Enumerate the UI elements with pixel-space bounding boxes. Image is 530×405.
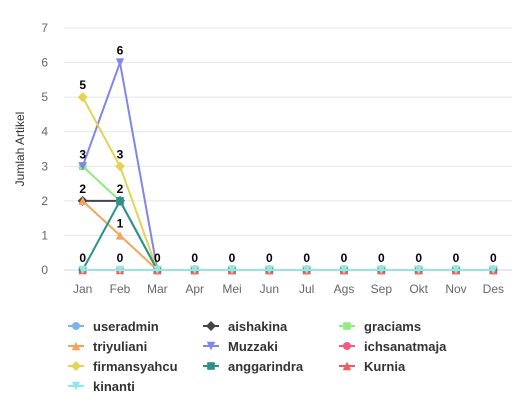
data-point: [77, 92, 88, 103]
y-tick-label: 5: [41, 90, 48, 104]
legend-item[interactable]: Muzzaki: [203, 339, 278, 354]
data-point: [489, 265, 498, 275]
legend-marker: [206, 321, 216, 331]
data-label: 0: [303, 251, 310, 265]
data-point: [339, 265, 349, 275]
legend-item[interactable]: anggarindra: [203, 359, 304, 374]
data-label: 6: [117, 44, 124, 58]
x-tick-label: Sep: [371, 282, 393, 296]
grid-layer: [64, 27, 512, 271]
legend-item[interactable]: kinanti: [68, 379, 135, 394]
legend-label: useradmin: [93, 319, 159, 334]
data-label: 0: [154, 251, 161, 265]
legend-label: Kurnia: [364, 359, 406, 374]
x-tick-label: Ags: [334, 282, 355, 296]
legend-label: kinanti: [93, 379, 135, 394]
legend-label: graciams: [364, 319, 421, 334]
data-point: [414, 265, 423, 275]
data-label: 0: [79, 251, 86, 265]
data-label: 0: [341, 251, 348, 265]
legend-marker: [343, 322, 351, 330]
legend-label: firmansyahcu: [93, 359, 178, 374]
data-label: 1: [117, 216, 124, 230]
x-tick-label: Okt: [409, 282, 428, 296]
y-tick-label: 3: [41, 159, 48, 173]
data-label-layer: 5 3 2 0 6 3 2 1 0 0 0 0 0 0 0 0 0 0 0: [79, 44, 497, 265]
data-point: [115, 161, 125, 172]
data-point: [78, 265, 87, 275]
data-point: [78, 162, 87, 171]
legend-item[interactable]: ichsanatmaja: [339, 339, 447, 354]
legend-marker: [206, 341, 216, 351]
legend-marker: [207, 362, 215, 370]
x-tick-label: Apr: [185, 282, 204, 296]
data-label: 0: [415, 251, 422, 265]
legend-marker: [71, 361, 81, 371]
x-tick-label: Feb: [110, 282, 131, 296]
data-label: 3: [117, 147, 124, 161]
data-point: [227, 265, 237, 275]
x-tick-label: Mei: [222, 282, 241, 296]
x-tick-label: Des: [483, 282, 504, 296]
y-tick-label: 2: [41, 194, 48, 208]
data-point: [265, 265, 274, 275]
legend-label: anggarindra: [228, 359, 304, 374]
data-label: 3: [79, 147, 86, 161]
legend-item[interactable]: graciams: [339, 319, 421, 334]
data-label: 0: [453, 251, 460, 265]
data-point: [78, 196, 87, 206]
x-tick-label: Jul: [299, 282, 314, 296]
y-tick-label: 4: [41, 125, 48, 139]
data-point: [115, 58, 125, 67]
data-point: [116, 197, 124, 205]
legend-item[interactable]: useradmin: [68, 319, 159, 334]
x-tick-label: Jun: [260, 282, 279, 296]
legend-marker: [343, 342, 351, 350]
legend-marker: [71, 381, 81, 391]
data-label: 2: [79, 182, 86, 196]
legend-label: triyuliani: [93, 339, 147, 354]
data-label: 5: [79, 78, 86, 92]
y-tick-label: 6: [41, 56, 48, 70]
legend-marker: [71, 341, 81, 351]
data-point: [190, 265, 199, 275]
series-line: [81, 165, 494, 271]
series-kinanti: [78, 265, 498, 275]
x-tick-label: Mar: [147, 282, 168, 296]
legend-marker: [342, 361, 352, 371]
data-label: 0: [490, 251, 497, 265]
legend-label: ichsanatmaja: [364, 339, 447, 354]
series-layer: [77, 58, 499, 275]
data-label: 0: [266, 251, 273, 265]
y-tick-label: 0: [41, 263, 48, 277]
data-label: 2: [117, 182, 124, 196]
legend-item[interactable]: firmansyahcu: [68, 359, 178, 374]
data-point: [115, 265, 125, 275]
legend-marker: [72, 322, 80, 330]
legend-item[interactable]: Kurnia: [339, 359, 406, 374]
data-point: [153, 265, 162, 275]
data-point: [377, 265, 386, 275]
data-label: 0: [117, 251, 124, 265]
x-tick-label: Nov: [445, 282, 466, 296]
legend: useradmin aishakina graciams triyuliani Muzz…: [68, 319, 447, 394]
data-label: 0: [191, 251, 198, 265]
legend-item[interactable]: triyuliani: [68, 339, 147, 354]
legend-label: aishakina: [228, 319, 288, 334]
legend-label: Muzzaki: [228, 339, 278, 354]
y-tick-label: 7: [41, 21, 48, 35]
data-point: [451, 265, 461, 275]
x-tick-label: Jan: [73, 282, 92, 296]
data-label: 0: [378, 251, 385, 265]
data-label: 0: [229, 251, 236, 265]
data-point: [115, 231, 125, 240]
data-point: [302, 265, 311, 275]
y-tick-label: 1: [41, 228, 48, 242]
legend-item[interactable]: aishakina: [203, 319, 288, 334]
y-axis-title: Jumlah Artikel: [13, 112, 27, 187]
